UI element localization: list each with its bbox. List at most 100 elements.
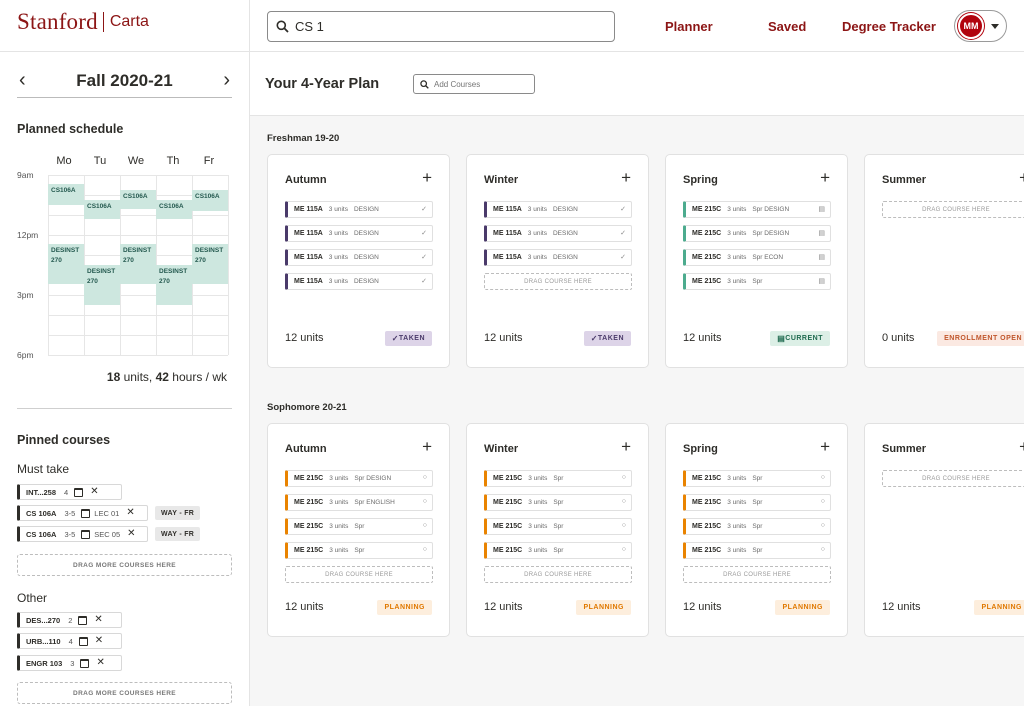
add-icon[interactable]: + <box>621 437 631 456</box>
course-chip[interactable]: ME 215C 3 units Spr ENGLISH ○ <box>285 494 433 511</box>
status-label: PLANNING <box>782 604 823 611</box>
close-icon[interactable]: ✕ <box>96 657 105 668</box>
drop-zone[interactable]: DRAG COURSE HERE <box>882 201 1024 218</box>
course-code: ME 215C <box>493 547 523 554</box>
quarter-name: Summer <box>882 443 927 455</box>
calendar-day: Mo <box>56 155 72 167</box>
course-code: ME 215C <box>692 254 722 261</box>
add-icon[interactable]: + <box>820 168 830 187</box>
calendar-event[interactable]: DESINST 270 <box>48 244 84 284</box>
course-chip[interactable]: ME 215C 3 units Spr ▤ <box>683 273 831 290</box>
course-chip[interactable]: ME 215C 3 units Spr ○ <box>484 542 632 559</box>
course-tags: Spr <box>752 475 763 482</box>
nav-saved[interactable]: Saved <box>768 19 807 34</box>
course-chip[interactable]: ME 215C 3 units Spr ○ <box>484 470 632 487</box>
add-icon[interactable]: + <box>1019 169 1024 186</box>
course-tags: DESIGN <box>353 278 379 285</box>
logo[interactable]: Stanford Carta <box>17 9 149 35</box>
course-chip[interactable]: ME 115A 3 units DESIGN ✓ <box>285 201 433 218</box>
drop-zone[interactable]: DRAG COURSE HERE <box>484 273 632 290</box>
course-chip[interactable]: ME 215C 3 units Spr ○ <box>683 494 831 511</box>
pinned-course[interactable]: INT...258 4 ✕ <box>17 484 122 500</box>
quarter-card: Spring + ME 215C 3 units Spr DESIGN ▤ ME 215C 3… <box>665 154 848 368</box>
calendar-event[interactable]: DESINST 270 <box>84 265 120 305</box>
calendar-icon[interactable] <box>78 636 88 646</box>
pinned-course[interactable]: CS 106A 3-5 LEC 01 ✕ <box>17 505 148 521</box>
pinned-course[interactable]: ENGR 103 3 ✕ <box>17 655 122 671</box>
course-chip[interactable]: ME 215C 3 units Spr ○ <box>683 518 831 535</box>
course-chip[interactable]: ME 215C 3 units Spr DESIGN ▤ <box>683 225 831 242</box>
nav-degree-tracker[interactable]: Degree Tracker <box>842 19 936 34</box>
calendar-event[interactable]: CS106A <box>120 190 156 209</box>
add-courses-input[interactable] <box>434 79 529 89</box>
calendar-icon[interactable] <box>81 508 91 518</box>
course-units: 4 <box>64 487 69 497</box>
calendar-event[interactable]: CS106A <box>48 184 84 205</box>
add-icon[interactable]: + <box>1019 438 1024 455</box>
course-chip[interactable]: ME 115A 3 units DESIGN ✓ <box>484 225 632 242</box>
course-chip[interactable]: ME 115A 3 units DESIGN ✓ <box>285 249 433 266</box>
close-icon[interactable]: ✕ <box>126 507 135 518</box>
course-code: ME 215C <box>294 475 324 482</box>
chevron-right-icon[interactable]: › <box>223 69 230 91</box>
calendar-icon[interactable] <box>78 615 88 625</box>
course-chip[interactable]: ME 115A 3 units DESIGN ✓ <box>285 225 433 242</box>
course-section: SEC 05 <box>94 529 121 539</box>
calendar-icon[interactable] <box>74 487 84 497</box>
chevron-left-icon[interactable]: ‹ <box>19 69 26 91</box>
drop-zone[interactable]: DRAG COURSE HERE <box>484 566 632 583</box>
calendar-day: We <box>127 155 145 167</box>
course-chip[interactable]: ME 215C 3 units Spr ○ <box>285 542 433 559</box>
calendar-event[interactable]: CS106A <box>192 190 228 211</box>
drop-zone[interactable]: DRAG COURSE HERE <box>882 470 1024 487</box>
course-code: ME 115A <box>493 254 522 261</box>
close-icon[interactable]: ✕ <box>90 486 99 497</box>
drop-zone[interactable]: DRAG COURSE HERE <box>683 566 831 583</box>
add-courses-search[interactable] <box>413 74 535 94</box>
add-icon[interactable]: + <box>422 437 432 456</box>
course-chip[interactable]: ME 215C 3 units Spr ○ <box>484 518 632 535</box>
clock-icon: ○ <box>422 498 427 505</box>
calendar-event[interactable]: CS106A <box>156 200 192 219</box>
calendar-icon[interactable] <box>81 529 91 539</box>
drop-zone[interactable]: DRAG MORE COURSES HERE <box>17 682 232 704</box>
search-bar[interactable] <box>267 11 615 42</box>
calendar-day: Fr <box>203 155 215 167</box>
course-chip[interactable]: ME 215C 3 units Spr ○ <box>285 518 433 535</box>
course-chip[interactable]: ME 215C 3 units Spr ○ <box>683 470 831 487</box>
calendar-event[interactable]: DESINST 270 <box>120 244 156 284</box>
course-tags: DESIGN <box>552 206 578 213</box>
course-chip[interactable]: ME 115A 3 units DESIGN ✓ <box>484 249 632 266</box>
close-icon[interactable]: ✕ <box>94 635 104 646</box>
add-icon[interactable]: + <box>621 168 631 187</box>
course-units: 3 <box>70 658 75 668</box>
drop-zone[interactable]: DRAG MORE COURSES HERE <box>17 554 232 576</box>
add-icon[interactable]: + <box>422 168 432 187</box>
grid-line <box>48 295 228 296</box>
course-chip[interactable]: ME 115A 3 units DESIGN ✓ <box>285 273 433 290</box>
course-chip[interactable]: ME 215C 3 units Spr DESIGN ▤ <box>683 201 831 218</box>
course-chip[interactable]: ME 215C 3 units Spr DESIGN ○ <box>285 470 433 487</box>
add-icon[interactable]: + <box>820 437 830 456</box>
calendar-event[interactable]: DESINST 270 <box>192 244 228 284</box>
close-icon[interactable]: ✕ <box>94 614 103 625</box>
pinned-course[interactable]: CS 106A 3-5 SEC 05 ✕ <box>17 526 148 542</box>
course-units: 3 units <box>329 475 349 482</box>
user-menu-button[interactable]: MM <box>954 10 1007 42</box>
search-input[interactable] <box>295 19 595 34</box>
calendar-event[interactable]: CS106A <box>84 200 120 219</box>
calendar-event[interactable]: DESINST 270 <box>156 265 192 305</box>
course-chip[interactable]: ME 115A 3 units DESIGN ✓ <box>484 201 632 218</box>
drop-zone[interactable]: DRAG COURSE HERE <box>285 566 433 583</box>
pinned-course[interactable]: DES...270 2 ✕ <box>17 612 122 628</box>
status-badge: PLANNING <box>576 600 631 615</box>
course-chip[interactable]: ME 215C 3 units Spr ○ <box>484 494 632 511</box>
calendar-icon: ▤ <box>818 206 825 213</box>
course-chip[interactable]: ME 215C 3 units Spr ○ <box>683 542 831 559</box>
pinned-courses-title: Pinned courses <box>17 433 111 447</box>
pinned-course[interactable]: URB...110 4 ✕ <box>17 633 122 649</box>
nav-planner[interactable]: Planner <box>665 19 713 34</box>
course-chip[interactable]: ME 215C 3 units Spr ECON ▤ <box>683 249 831 266</box>
calendar-icon[interactable] <box>80 658 90 668</box>
close-icon[interactable]: ✕ <box>127 528 136 539</box>
